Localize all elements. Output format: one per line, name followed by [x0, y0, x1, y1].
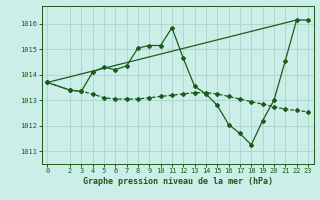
- X-axis label: Graphe pression niveau de la mer (hPa): Graphe pression niveau de la mer (hPa): [83, 177, 273, 186]
